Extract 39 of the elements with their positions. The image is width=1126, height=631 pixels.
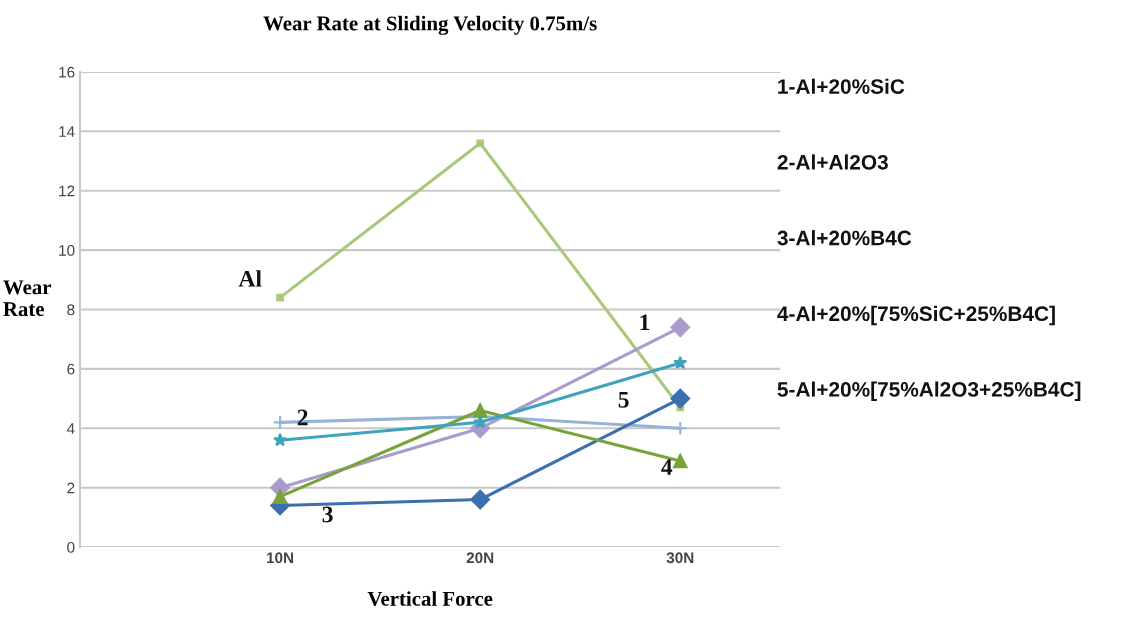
point: [272, 489, 288, 504]
series-label: 2: [297, 409, 308, 426]
point: [470, 489, 491, 510]
point: [272, 415, 288, 430]
y-tick-label: 8: [67, 304, 75, 316]
annotation: 4-Al+20%[75%SiC+25%B4C]: [777, 305, 1055, 326]
x-axis-title: Vertical Force: [367, 591, 493, 606]
point: [670, 317, 691, 338]
y-tick-label: 14: [59, 126, 75, 137]
y-axis-title: Wear Rate: [3, 280, 52, 317]
series-label: Al: [238, 270, 262, 287]
x-tick-label: 20N: [466, 552, 494, 564]
point: [476, 139, 484, 148]
y-tick-label: 16: [59, 66, 75, 78]
point: [473, 415, 488, 429]
x-tick-label: 10N: [267, 552, 294, 564]
chart-title: Wear Rate at Sliding Velocity 0.75m/s: [263, 15, 597, 35]
series-label: 1: [640, 314, 650, 331]
annotation: 2-Al+Al2O3: [777, 154, 888, 170]
point: [672, 453, 688, 469]
y-tick-label: 4: [66, 423, 75, 434]
x-tick-label: 30N: [666, 552, 694, 564]
series-label: 4: [661, 459, 673, 475]
point: [670, 388, 691, 409]
annotation: 5-Al+20%[75%Al2O3+25%B4C]: [777, 381, 1081, 401]
series-label: 3: [322, 506, 333, 523]
y-tick-label: 10: [59, 244, 75, 256]
point: [672, 421, 688, 436]
y-tick-label: 0: [67, 541, 75, 553]
annotation: 3-Al+20%B4C: [777, 230, 912, 246]
point: [273, 432, 288, 447]
y-tick-label: 12: [59, 185, 75, 197]
point: [472, 403, 488, 418]
y-tick-label: 2: [67, 482, 75, 494]
point: [276, 293, 284, 302]
y-tick-label: 6: [67, 363, 75, 375]
series-label: 5: [618, 391, 629, 408]
point: [673, 355, 688, 370]
annotation: 1-Al+20%SiC: [778, 78, 905, 94]
